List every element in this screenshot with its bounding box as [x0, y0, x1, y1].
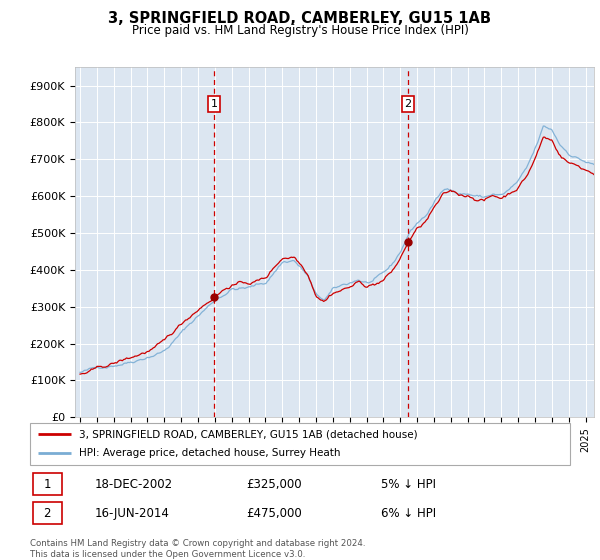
Text: 18-DEC-2002: 18-DEC-2002 — [95, 478, 173, 491]
Text: £325,000: £325,000 — [246, 478, 302, 491]
Text: 1: 1 — [44, 478, 51, 491]
Text: 3, SPRINGFIELD ROAD, CAMBERLEY, GU15 1AB (detached house): 3, SPRINGFIELD ROAD, CAMBERLEY, GU15 1AB… — [79, 429, 417, 439]
FancyBboxPatch shape — [33, 473, 62, 496]
Text: 2: 2 — [404, 99, 412, 109]
Text: Price paid vs. HM Land Registry's House Price Index (HPI): Price paid vs. HM Land Registry's House … — [131, 24, 469, 37]
Text: 6% ↓ HPI: 6% ↓ HPI — [381, 507, 436, 520]
Text: 3, SPRINGFIELD ROAD, CAMBERLEY, GU15 1AB: 3, SPRINGFIELD ROAD, CAMBERLEY, GU15 1AB — [109, 11, 491, 26]
Text: 16-JUN-2014: 16-JUN-2014 — [95, 507, 170, 520]
Text: 5% ↓ HPI: 5% ↓ HPI — [381, 478, 436, 491]
Text: 2: 2 — [44, 507, 51, 520]
FancyBboxPatch shape — [33, 502, 62, 524]
Text: HPI: Average price, detached house, Surrey Heath: HPI: Average price, detached house, Surr… — [79, 448, 340, 458]
Text: Contains HM Land Registry data © Crown copyright and database right 2024.
This d: Contains HM Land Registry data © Crown c… — [30, 539, 365, 559]
Text: 1: 1 — [211, 99, 218, 109]
FancyBboxPatch shape — [30, 423, 570, 465]
Text: £475,000: £475,000 — [246, 507, 302, 520]
